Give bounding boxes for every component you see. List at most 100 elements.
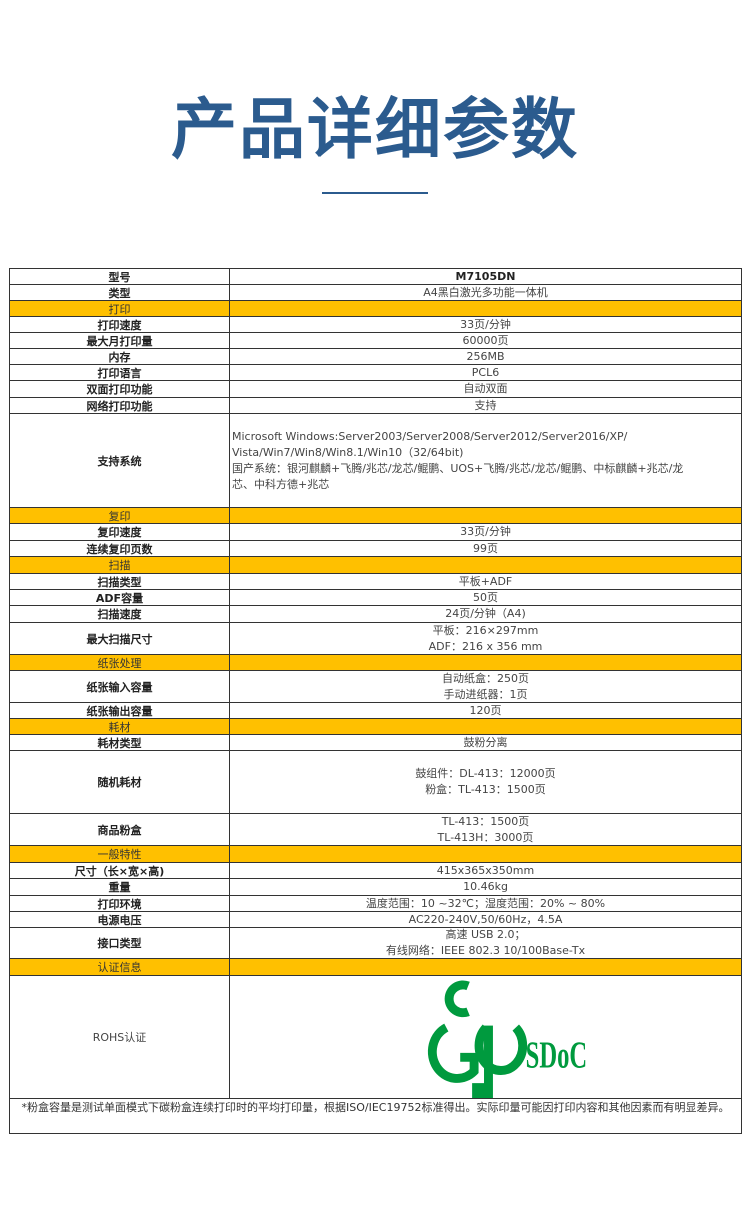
spec-row: 耗材类型 鼓粉分离 bbox=[10, 735, 741, 751]
spec-value-line: 60000页 bbox=[462, 333, 509, 347]
spec-value-line: 33页/分钟 bbox=[460, 317, 511, 331]
spec-row: 打印环境 温度范围：10 ~32℃；湿度范围：20% ~ 80% bbox=[10, 896, 741, 912]
spec-value-line: 高速 USB 2.0； bbox=[445, 928, 526, 941]
spec-label: 最大月打印量 bbox=[10, 333, 230, 348]
spec-row: 打印语言 PCL6 bbox=[10, 365, 741, 381]
spec-label: 尺寸（长×宽×高) bbox=[10, 863, 230, 878]
spec-value-line: 支持 bbox=[474, 398, 497, 412]
cgp-sdoc-logo: SDoC bbox=[427, 980, 587, 1098]
spec-label: 复印速度 bbox=[10, 524, 230, 540]
spec-label: 纸张输出容量 bbox=[10, 703, 230, 718]
spec-value-line: TL-413H：3000页 bbox=[437, 830, 534, 844]
section-header-row: 复印 bbox=[10, 508, 741, 524]
spec-value bbox=[230, 301, 741, 316]
spec-value bbox=[230, 959, 741, 975]
spec-label: 支持系统 bbox=[10, 414, 230, 507]
spec-label: 一般特性 bbox=[10, 846, 230, 862]
spec-row: 最大月打印量 60000页 bbox=[10, 333, 741, 349]
spec-row: 打印速度 33页/分钟 bbox=[10, 317, 741, 333]
spec-value: M7105DN bbox=[230, 269, 741, 284]
spec-value-line: AC220-240V,50/60Hz，4.5A bbox=[408, 912, 563, 926]
spec-value: 99页 bbox=[230, 541, 741, 556]
spec-value-line: 有线网络：IEEE 802.3 10/100Base-Tx bbox=[385, 944, 586, 957]
spec-value-line: PCL6 bbox=[471, 365, 500, 379]
spec-row: 尺寸（长×宽×高) 415x365x350mm bbox=[10, 863, 741, 879]
spec-label: 扫描速度 bbox=[10, 606, 230, 622]
spec-label: 复印 bbox=[10, 508, 230, 523]
spec-value-line: 粉盒：TL-413：1500页 bbox=[425, 783, 546, 796]
spec-label: 随机耗材 bbox=[10, 751, 230, 813]
spec-value-line: 自动双面 bbox=[463, 382, 508, 395]
spec-row: 网络打印功能 支持 bbox=[10, 398, 741, 414]
spec-value-line: A4黑白激光多功能一体机 bbox=[423, 285, 548, 299]
spec-value-line: 50页 bbox=[473, 590, 498, 604]
footnote: *粉盒容量是测试单面模式下碳粉盒连续打印时的平均打印量，根据ISO/IEC197… bbox=[21, 1101, 730, 1114]
spec-row: 商品粉盒 TL-413：1500页 TL-413H：3000页 bbox=[10, 814, 741, 846]
spec-value: 256MB bbox=[230, 349, 741, 364]
spec-value-line: ADF：216 x 356 mm bbox=[428, 639, 543, 653]
spec-row: 最大扫描尺寸 平板：216×297mm ADF：216 x 356 mm bbox=[10, 623, 741, 655]
spec-row: 随机耗材 鼓组件：DL-413：12000页 粉盒：TL-413：1500页 bbox=[10, 751, 741, 814]
spec-label: 扫描类型 bbox=[10, 574, 230, 589]
spec-row: ROHS认证 SDoC bbox=[10, 976, 741, 1099]
spec-value: 鼓粉分离 bbox=[230, 735, 741, 750]
spec-table: 型号 M7105DN 类型 A4黑白激光多功能一体机打印 打印速度 33页/分钟最大月打印… bbox=[9, 268, 742, 1134]
section-header-row: 打印 bbox=[10, 301, 741, 317]
spec-row: 支持系统 Microsoft Windows:Server2003/Server2… bbox=[10, 414, 741, 508]
spec-value-line: M7105DN bbox=[455, 269, 516, 283]
spec-row: ADF容量 50页 bbox=[10, 590, 741, 606]
section-header-row: 一般特性 bbox=[10, 846, 741, 863]
spec-value: 温度范围：10 ~32℃；湿度范围：20% ~ 80% bbox=[230, 896, 741, 911]
spec-value: 平板+ADF bbox=[230, 574, 741, 589]
spec-row: 接口类型 高速 USB 2.0； 有线网络：IEEE 802.3 10/100Bas… bbox=[10, 928, 741, 959]
spec-value: PCL6 bbox=[230, 365, 741, 380]
spec-value-line: 鼓粉分离 bbox=[463, 735, 508, 749]
spec-value: 24页/分钟（A4) bbox=[230, 606, 741, 622]
spec-label: 打印 bbox=[10, 301, 230, 316]
spec-row: 纸张输出容量 120页 bbox=[10, 703, 741, 719]
spec-row: 重量 10.46kg bbox=[10, 879, 741, 896]
spec-value-line: 温度范围：10 ~32℃；湿度范围：20% ~ 80% bbox=[365, 896, 606, 910]
spec-value: TL-413：1500页 TL-413H：3000页 bbox=[230, 814, 741, 845]
spec-label: 耗材类型 bbox=[10, 735, 230, 750]
section-header-row: 扫描 bbox=[10, 557, 741, 574]
spec-row: 双面打印功能 自动双面 bbox=[10, 381, 741, 398]
spec-label: 打印速度 bbox=[10, 317, 230, 332]
spec-label: 纸张处理 bbox=[10, 655, 230, 670]
spec-value: A4黑白激光多功能一体机 bbox=[230, 285, 741, 300]
title-underline bbox=[322, 192, 428, 194]
spec-label: 双面打印功能 bbox=[10, 381, 230, 397]
spec-label: 认证信息 bbox=[10, 959, 230, 975]
spec-row: 电源电压 AC220-240V,50/60Hz，4.5A bbox=[10, 912, 741, 928]
spec-label: 最大扫描尺寸 bbox=[10, 623, 230, 654]
spec-value-line: 120页 bbox=[469, 703, 502, 717]
spec-row: 型号 M7105DN bbox=[10, 269, 741, 285]
spec-row: 内存 256MB bbox=[10, 349, 741, 365]
section-header-row: 纸张处理 bbox=[10, 655, 741, 671]
spec-row: 纸张输入容量 自动纸盒：250页 手动进纸器：1页 bbox=[10, 671, 741, 703]
spec-value: 支持 bbox=[230, 398, 741, 413]
spec-row: 类型 A4黑白激光多功能一体机 bbox=[10, 285, 741, 301]
spec-value bbox=[230, 846, 741, 862]
spec-value: 50页 bbox=[230, 590, 741, 605]
svg-text:SDoC: SDoC bbox=[525, 1034, 586, 1076]
spec-value: 自动纸盒：250页 手动进纸器：1页 bbox=[230, 671, 741, 702]
spec-label: ADF容量 bbox=[10, 590, 230, 605]
spec-row: 扫描类型 平板+ADF bbox=[10, 574, 741, 590]
spec-value: 415x365x350mm bbox=[230, 863, 741, 878]
spec-label: 打印语言 bbox=[10, 365, 230, 380]
spec-value: 120页 bbox=[230, 703, 741, 718]
spec-label: 网络打印功能 bbox=[10, 398, 230, 413]
spec-label: 耗材 bbox=[10, 719, 230, 734]
spec-label: 连续复印页数 bbox=[10, 541, 230, 556]
spec-value: 10.46kg bbox=[230, 879, 741, 895]
spec-value-line: Microsoft Windows:Server2003/Server2008/… bbox=[232, 429, 628, 443]
spec-label: 类型 bbox=[10, 285, 230, 300]
spec-value-line: 平板：216×297mm bbox=[432, 623, 539, 637]
spec-label: 扫描 bbox=[10, 557, 230, 573]
spec-value bbox=[230, 508, 741, 523]
spec-value-line: 415x365x350mm bbox=[436, 863, 535, 877]
spec-row: 扫描速度 24页/分钟（A4) bbox=[10, 606, 741, 623]
spec-label: 电源电压 bbox=[10, 912, 230, 927]
spec-value-line: 99页 bbox=[473, 541, 498, 555]
